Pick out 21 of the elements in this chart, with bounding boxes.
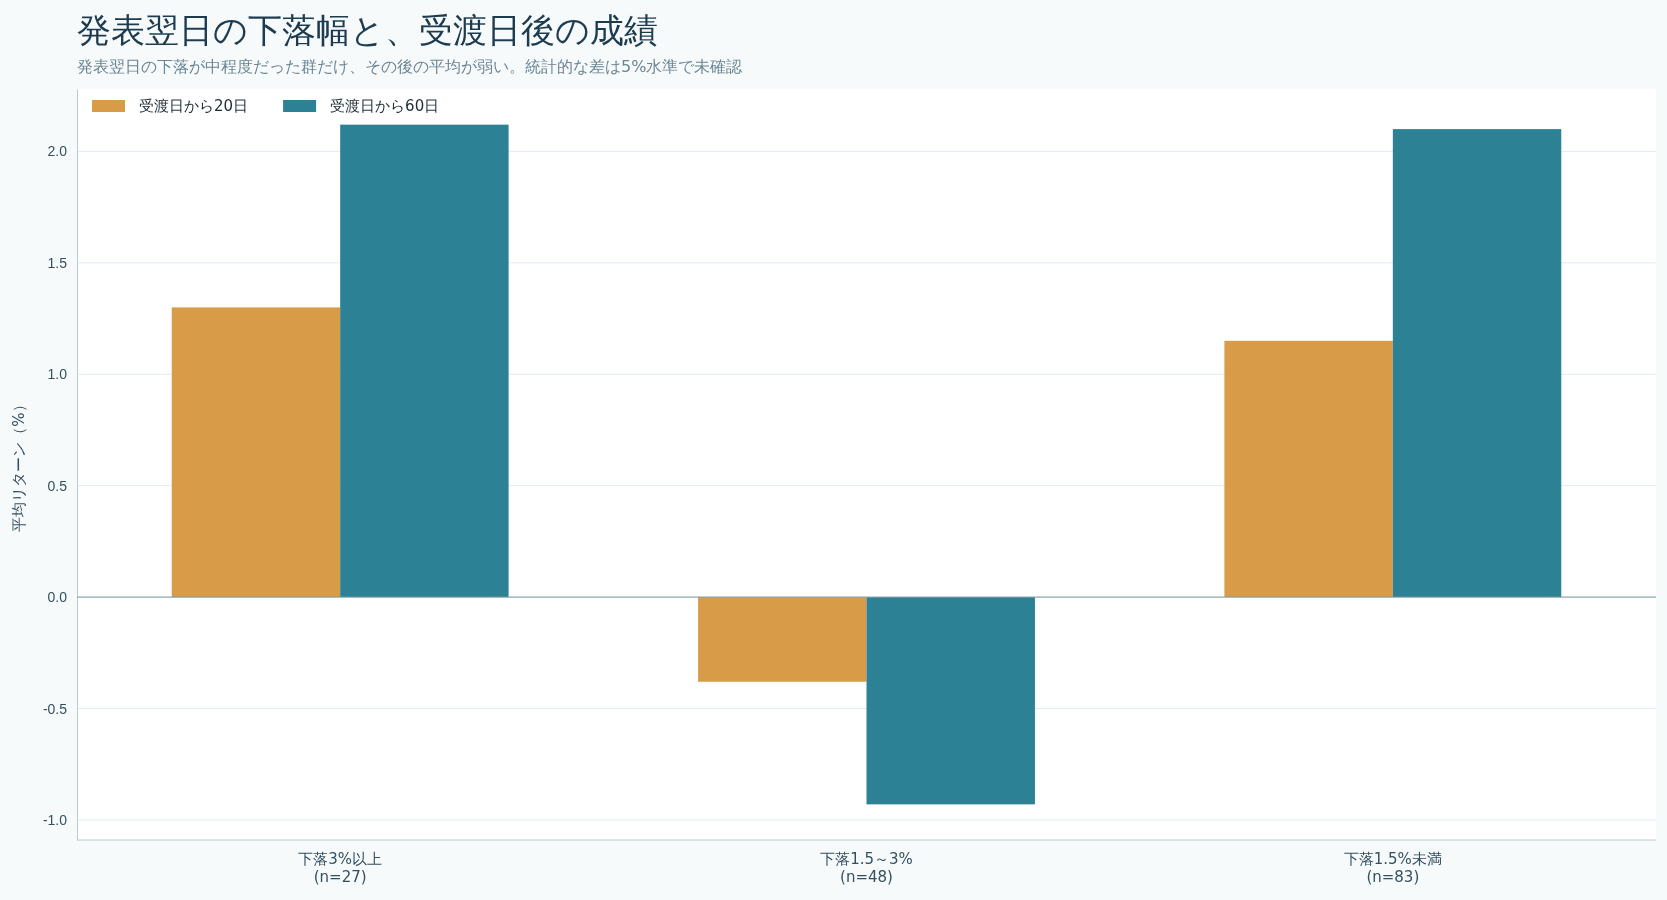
bar <box>866 597 1035 805</box>
y-tick-label: 2.0 <box>47 143 68 160</box>
y-axis-title: 平均リターン（%） <box>10 397 28 532</box>
legend-label: 受渡日から60日 <box>330 97 440 115</box>
y-tick-label: -1.0 <box>42 811 68 828</box>
bar <box>340 124 509 598</box>
y-tick-label: -0.5 <box>42 700 68 717</box>
x-tick-label: 下落3%以上 (n=27) <box>298 850 383 886</box>
bar <box>171 307 341 598</box>
x-tick-label: 下落1.5%未満 (n=83) <box>1343 850 1442 886</box>
chart-subtitle: 発表翌日の下落が中程度だった群だけ、その後の平均が弱い。統計的な差は5%水準で未確認 <box>77 57 743 76</box>
y-tick-label: 1.0 <box>47 366 68 383</box>
legend-label: 受渡日から20日 <box>139 97 249 115</box>
bar <box>1392 129 1562 598</box>
bar <box>1224 340 1393 598</box>
bar <box>698 597 867 682</box>
y-tick-label: 0.0 <box>47 589 68 606</box>
y-tick-label: 1.5 <box>47 254 68 271</box>
y-tick-label: 0.5 <box>47 477 68 494</box>
x-tick-label: 下落1.5～3% (n=48) <box>820 850 913 886</box>
chart-title: 発表翌日の下落幅と、受渡日後の成績 <box>77 10 658 50</box>
